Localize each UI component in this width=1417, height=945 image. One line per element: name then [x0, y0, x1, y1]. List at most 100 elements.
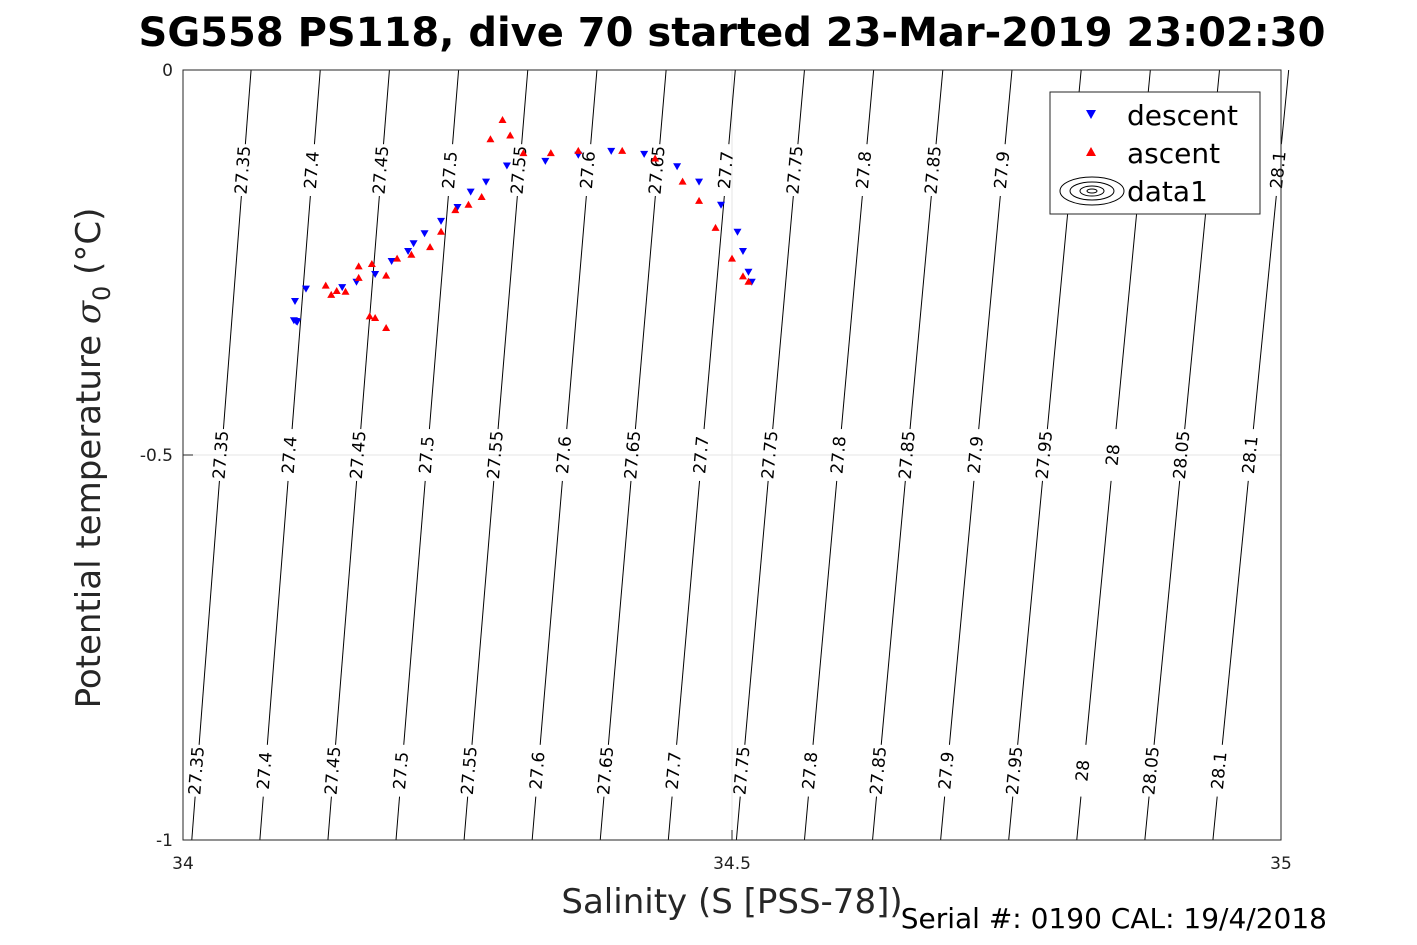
isopycnal-segment	[1184, 195, 1208, 430]
ascent-point	[519, 149, 528, 157]
descent-point	[466, 188, 475, 196]
isopycnal-segment	[1144, 796, 1150, 841]
isopycnal-segment	[659, 69, 667, 145]
isopycnal-segment	[403, 480, 426, 745]
isopycnal-segment	[634, 195, 656, 430]
ascent-point	[367, 260, 376, 268]
y-axis-label-text: Potential temperature	[69, 324, 109, 708]
isopycnal-label: 27.6	[526, 751, 549, 790]
isopycnal-segment	[1004, 69, 1013, 145]
isopycnal-27.45: 27.45 27.45 27.45	[322, 69, 393, 841]
isopycnal-label: 27.4	[279, 435, 302, 474]
isopycnal-label: 27.55	[458, 746, 482, 796]
y-axis-label-sigma: σ	[69, 300, 109, 324]
descent-point	[695, 178, 704, 186]
descent-point	[453, 204, 462, 212]
isopycnal-label: 28.05	[1170, 430, 1195, 480]
isopycnal-label: 27.35	[232, 145, 256, 195]
descent-point	[673, 163, 682, 171]
ascent-point	[332, 286, 341, 294]
isopycnal-27.5: 27.5 27.5 27.5	[390, 69, 462, 841]
ascent-point	[486, 135, 495, 143]
ascent-point	[382, 271, 391, 279]
isopycnal-label: 28	[1103, 443, 1125, 466]
isopycnal-segment	[1153, 480, 1181, 745]
y-axis-label-subscript: 0	[88, 286, 116, 301]
isopycnal-segment	[978, 195, 1001, 430]
ascent-point	[354, 262, 363, 270]
legend-ascent-label: ascent	[1127, 137, 1220, 170]
x-tick-label: 35	[1270, 854, 1292, 874]
descent-point	[607, 147, 616, 155]
ascent-point	[426, 243, 435, 251]
isopycnal-label: 27.95	[1003, 746, 1027, 796]
isopycnal-segment	[803, 796, 809, 841]
ascent-point	[371, 313, 380, 321]
isopycnal-segment	[222, 195, 242, 430]
isopycnal-segment	[735, 796, 741, 841]
isopycnal-label: 27.35	[185, 746, 209, 796]
legend-descent-marker	[1086, 110, 1096, 119]
x-tick-label: 34.5	[713, 854, 751, 874]
isopycnal-label: 28	[1072, 759, 1094, 782]
isopycnal-segment	[703, 195, 725, 430]
y-tick-label: -1	[156, 831, 173, 851]
descent-point	[404, 247, 413, 255]
plot-frame	[182, 69, 1282, 841]
isopycnal-segment	[840, 195, 863, 430]
isopycnal-label: 27.75	[758, 430, 782, 480]
ascent-point	[728, 254, 736, 262]
legend-box	[1049, 91, 1261, 215]
isopycnal-segment	[1115, 195, 1139, 430]
isopycnal-label: 27.65	[646, 145, 670, 195]
isopycnal-segment	[428, 195, 449, 430]
isopycnal-segment	[539, 480, 563, 745]
isopycnal-label: 27.7	[715, 150, 738, 189]
isopycnal-segment	[360, 195, 380, 430]
isopycnal-label: 27.5	[439, 150, 462, 189]
isopycnal-label: 27.45	[322, 746, 346, 796]
isopycnal-segment	[880, 480, 906, 745]
y-axis-label-unit: (°C)	[69, 208, 109, 286]
ascent-point	[451, 206, 460, 214]
ascent-point	[327, 290, 336, 298]
isopycnal-label: 27.5	[390, 751, 413, 790]
isopycnal-label: 28.1	[1208, 751, 1232, 791]
isopycnal-segment	[667, 796, 673, 841]
isopycnal-segment	[812, 480, 838, 745]
isopycnal-27.8: 27.8 27.8 27.8	[799, 69, 876, 841]
isopycnal-segment	[866, 69, 875, 145]
isopycnal-segment	[607, 480, 632, 745]
isopycnal-label: 28.05	[1139, 746, 1164, 796]
calibration-footer: Serial #: 0190 CAL: 19/4/2018	[901, 902, 1327, 935]
isopycnal-segment	[1008, 796, 1014, 841]
descent-point	[409, 240, 418, 248]
descent-point	[502, 162, 511, 170]
data-layer	[289, 116, 756, 331]
isopycnal-segment	[259, 796, 264, 841]
y-axis-ticks: 0 -0.5 -1	[140, 61, 173, 851]
x-axis-label: Salinity (S [PSS-78])	[561, 882, 902, 922]
descent-point	[301, 285, 310, 293]
isopycnal-segment	[566, 195, 587, 430]
isopycnal-27.55: 27.55 27.55 27.55	[458, 69, 531, 841]
legend-descent-label: descent	[1127, 99, 1238, 132]
isopycnal-segment	[191, 796, 196, 841]
isopycnal-27.85: 27.85 27.85 27.85	[867, 69, 946, 841]
isopycnal-segment	[1017, 480, 1043, 745]
isopycnal-segment	[935, 69, 944, 145]
ascent-point	[498, 116, 507, 124]
ascent-point	[477, 193, 486, 201]
isopycnal-segment	[452, 69, 460, 145]
ascent-point	[651, 154, 660, 162]
y-tick-label: -0.5	[140, 446, 173, 466]
isopycnal-segment	[728, 69, 736, 145]
isopycnal-label: 27.4	[254, 751, 277, 790]
isopycnal-label: 27.8	[799, 751, 822, 790]
ascent-point	[464, 200, 473, 208]
ascent-point	[321, 281, 330, 289]
descent-point	[733, 228, 742, 236]
ascent-point	[506, 131, 515, 139]
isopycnal-segment	[772, 195, 794, 430]
